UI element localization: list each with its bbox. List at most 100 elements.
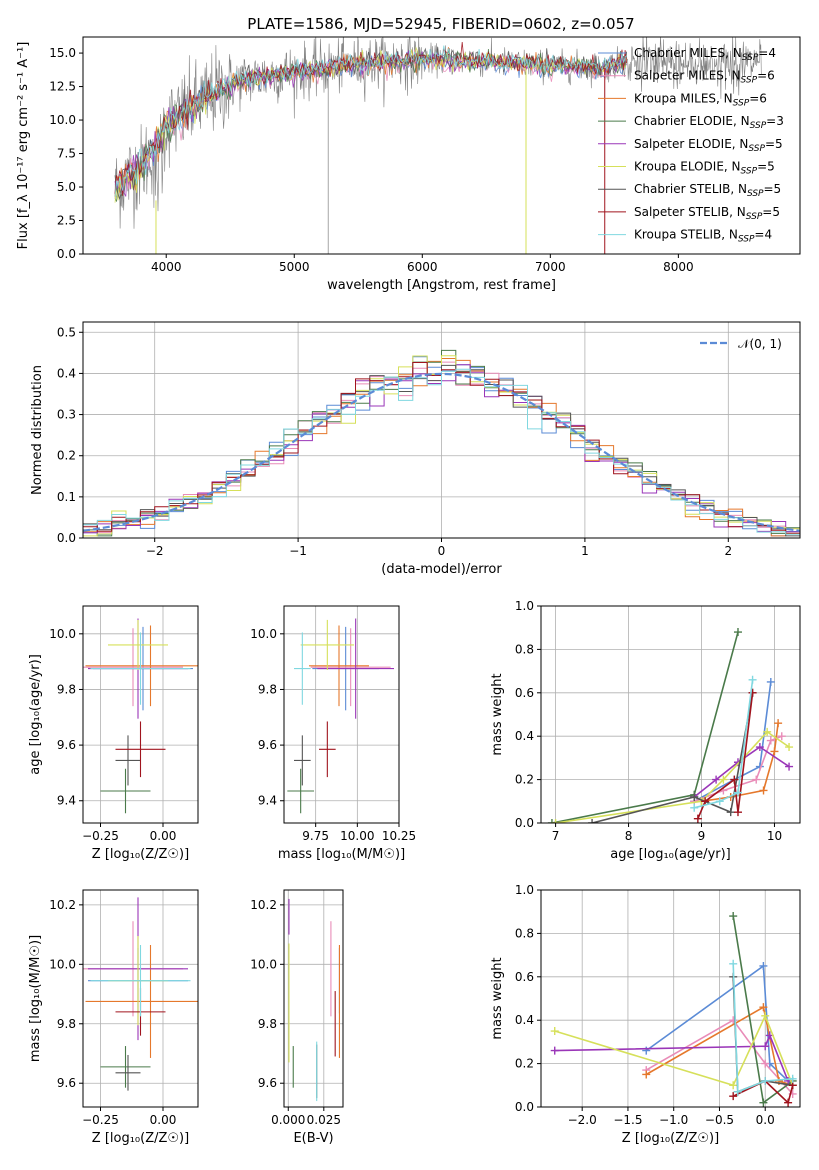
mass-vs-EBV-ytick-label: 10.0 [250, 957, 277, 971]
residuals-axes: −2 −1 0 1 2 0.0 0.1 0.2 0.3 0.4 0.5 (data-model)/er… [30, 321, 801, 577]
legend-label-salpeter-miles: Salpeter MILES, NSSP=6 [634, 69, 775, 86]
age-vs-Z-xtick-label: 0.00 [150, 829, 177, 843]
point-age-vs-Z-kroupa-elodie [108, 619, 168, 670]
point-age-vs-mass-salpeter-elodie [317, 618, 394, 719]
legend-text: Salpeter MILES, N [634, 69, 741, 83]
series-marker [777, 732, 786, 741]
point-mass-vs-Z-kroupa-stelib [90, 944, 191, 1017]
mass-vs-EBV-ytick-label: 10.2 [250, 898, 277, 912]
legend-sub: SSP [750, 121, 767, 131]
spectrum-ytick-label: 0.0 [57, 247, 76, 261]
mass-weight-vs-Z-ytick-label: 1.0 [515, 883, 534, 897]
series-mass-weight-vs-Z-salpeter-elodie [550, 1031, 793, 1085]
legend-text: Kroupa MILES, N [634, 91, 733, 105]
mass-vs-EBV-axes: 0.000 0.025 9.6 9.8 10.0 10.2 E(B-V) [250, 889, 344, 1146]
model-spectrum-kroupa-stelib [114, 45, 627, 197]
legend-label-chabrier-stelib: Chabrier STELIB, NSSP=5 [634, 182, 781, 199]
residuals-xtick-label: 2 [724, 544, 732, 558]
series-marker [759, 786, 768, 795]
residuals-xtick-label: −2 [146, 544, 164, 558]
legend-sub: SSP [741, 76, 758, 86]
legend-sub: SSP [748, 144, 765, 154]
series-marker [761, 1059, 770, 1068]
legend-val: =4 [754, 228, 772, 242]
mass-weight-vs-age-frame [540, 605, 801, 824]
mass-weight-vs-age-ytick-label: 0.6 [515, 686, 534, 700]
mass-vs-Z-xtick-label: −0.25 [82, 1113, 119, 1127]
age-vs-mass-frame [283, 605, 400, 824]
legend-label-chabrier-elodie: Chabrier ELODIE, NSSP=3 [634, 114, 784, 131]
legend-val: =6 [757, 69, 775, 83]
series-line [554, 1033, 789, 1082]
series-marker [729, 959, 738, 968]
legend-text: Salpeter ELODIE, N [634, 137, 748, 151]
series-marker [774, 719, 783, 728]
series-mass-weight-vs-age-kroupa-stelib [690, 675, 757, 812]
mass-vs-EBV-ytick-label: 9.8 [258, 1017, 277, 1031]
legend-sub: SSP [746, 212, 763, 222]
legend-text: Chabrier ELODIE, N [634, 114, 750, 128]
point-age-vs-Z-kroupa-miles [85, 625, 198, 707]
legend-text: Kroupa ELODIE, N [634, 160, 741, 174]
point-age-vs-mass-chabrier-elodie [287, 768, 314, 814]
spectrum-ytick-label: 2.5 [57, 214, 76, 228]
series-marker [759, 961, 768, 970]
legend-val: =5 [757, 160, 775, 174]
age-vs-Z-frame [82, 605, 199, 824]
spectrum-xtick-label: 4000 [151, 260, 182, 274]
point-age-vs-mass-kroupa-stelib [294, 632, 311, 705]
series-marker [729, 1081, 738, 1090]
age-vs-mass-axes: 9.75 10.00 10.25 9.4 9.6 9.8 10.0 mass [log₁₀(M… [250, 605, 416, 862]
mass-vs-Z-ylabel: mass [log₁₀(M/M☉)] [28, 935, 43, 1062]
series-marker [748, 675, 757, 684]
legend-label-salpeter-stelib: Salpeter STELIB, NSSP=5 [634, 205, 780, 222]
residuals-xlabel: (data-model)/error [381, 562, 502, 577]
series-line [551, 631, 739, 823]
legend-sub: SSP [741, 167, 758, 177]
series-marker [759, 1003, 768, 1012]
age-vs-mass-ytick-label: 9.4 [258, 794, 277, 808]
residuals-xtick-label: 1 [581, 544, 589, 558]
mass-vs-Z-frame [82, 889, 199, 1108]
series-marker [785, 743, 794, 752]
series-line [554, 1013, 794, 1087]
point-mass-vs-Z-chabrier-stelib [115, 1054, 141, 1091]
age-vs-mass-ytick-label: 9.6 [258, 738, 277, 752]
legend-sub: SSP [747, 189, 764, 199]
legend-val: =6 [749, 91, 767, 105]
mass-vs-EBV-xtick-label: 0.025 [307, 1113, 341, 1127]
mass-weight-vs-Z-ytick-label: 0.4 [515, 1013, 534, 1027]
series-marker [729, 912, 738, 921]
series-marker [761, 1011, 770, 1020]
age-vs-mass-ytick-label: 9.8 [258, 682, 277, 696]
series-marker [588, 819, 597, 823]
series-marker [730, 775, 739, 784]
point-age-vs-Z-chabrier-stelib [115, 735, 141, 786]
mass-weight-vs-Z-ylabel: mass weight [490, 957, 505, 1039]
spectrum-xtick-label: 7000 [535, 260, 566, 274]
mass-weight-vs-Z-xlabel: Z [log₁₀(Z/Z☉)] [622, 1131, 719, 1146]
residual-histogram-kroupa-stelib [83, 368, 800, 537]
mass-weight-vs-Z-axes: −2.0 −1.5 −1.0 −0.5 0.0 0.0 0.2 0.4 0.6 0.8 1.0 Z [… [490, 883, 801, 1146]
age-vs-Z-ytick-label: 9.8 [57, 682, 76, 696]
mass-weight-vs-age-ytick-label: 0.8 [515, 642, 534, 656]
mass-weight-vs-age-xtick-label: 8 [625, 829, 633, 843]
age-vs-Z-ytick-label: 9.6 [57, 738, 76, 752]
age-vs-Z-ytick-label: 9.4 [57, 794, 76, 808]
residuals-ytick-label: 0.4 [57, 366, 76, 380]
point-age-vs-Z-kroupa-stelib [90, 632, 191, 705]
series-marker [729, 1092, 738, 1101]
series-marker [770, 747, 779, 756]
series-marker [759, 1098, 768, 1107]
residuals-xtick-label: 0 [438, 544, 446, 558]
series-line [693, 681, 772, 803]
point-age-vs-Z-salpeter-stelib [115, 721, 166, 778]
series-marker [550, 1046, 559, 1055]
mass-weight-vs-age-axes: 7 8 9 10 0.0 0.2 0.4 0.6 0.8 1.0 age [log₁₀(age/yr… [490, 599, 801, 862]
spectrum-plot-area [114, 37, 762, 254]
series-line [645, 964, 794, 1086]
residuals-plot-area [83, 349, 800, 537]
residuals-ytick-label: 0.0 [57, 531, 76, 545]
mass-weight-vs-age-ytick-label: 0.2 [515, 773, 534, 787]
legend-sub: SSP [742, 53, 759, 63]
